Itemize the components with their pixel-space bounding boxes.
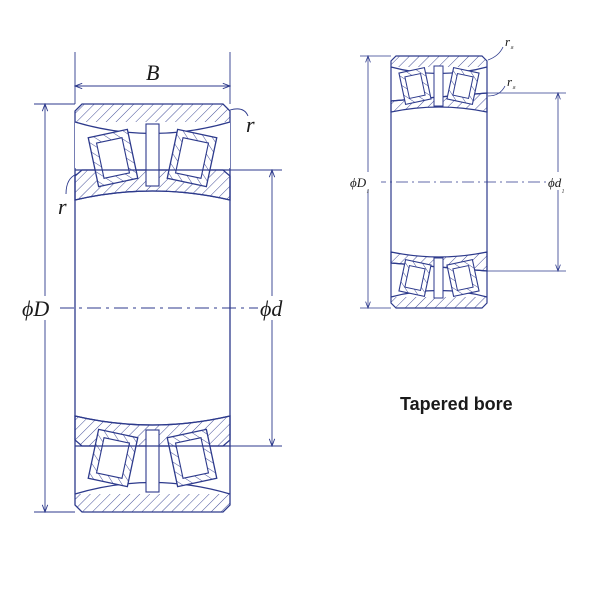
label-r-left: r (58, 194, 67, 219)
label-phiD: ϕD (22, 296, 49, 321)
left-cross-section: B r r ϕD ϕd (20, 52, 294, 512)
label-rs-bore: rₛ (507, 74, 516, 91)
label-rs-top: rₛ (505, 34, 514, 51)
right-cross-section: ϕD₁ ϕd₁ rₛ rₛ (349, 34, 576, 308)
label-phid: ϕd (260, 296, 283, 321)
label-r-top: r (246, 112, 255, 137)
caption-tapered-bore: Tapered bore (400, 394, 513, 414)
label-B: B (146, 60, 159, 85)
bearing-diagram: B r r ϕD ϕd (0, 0, 600, 600)
